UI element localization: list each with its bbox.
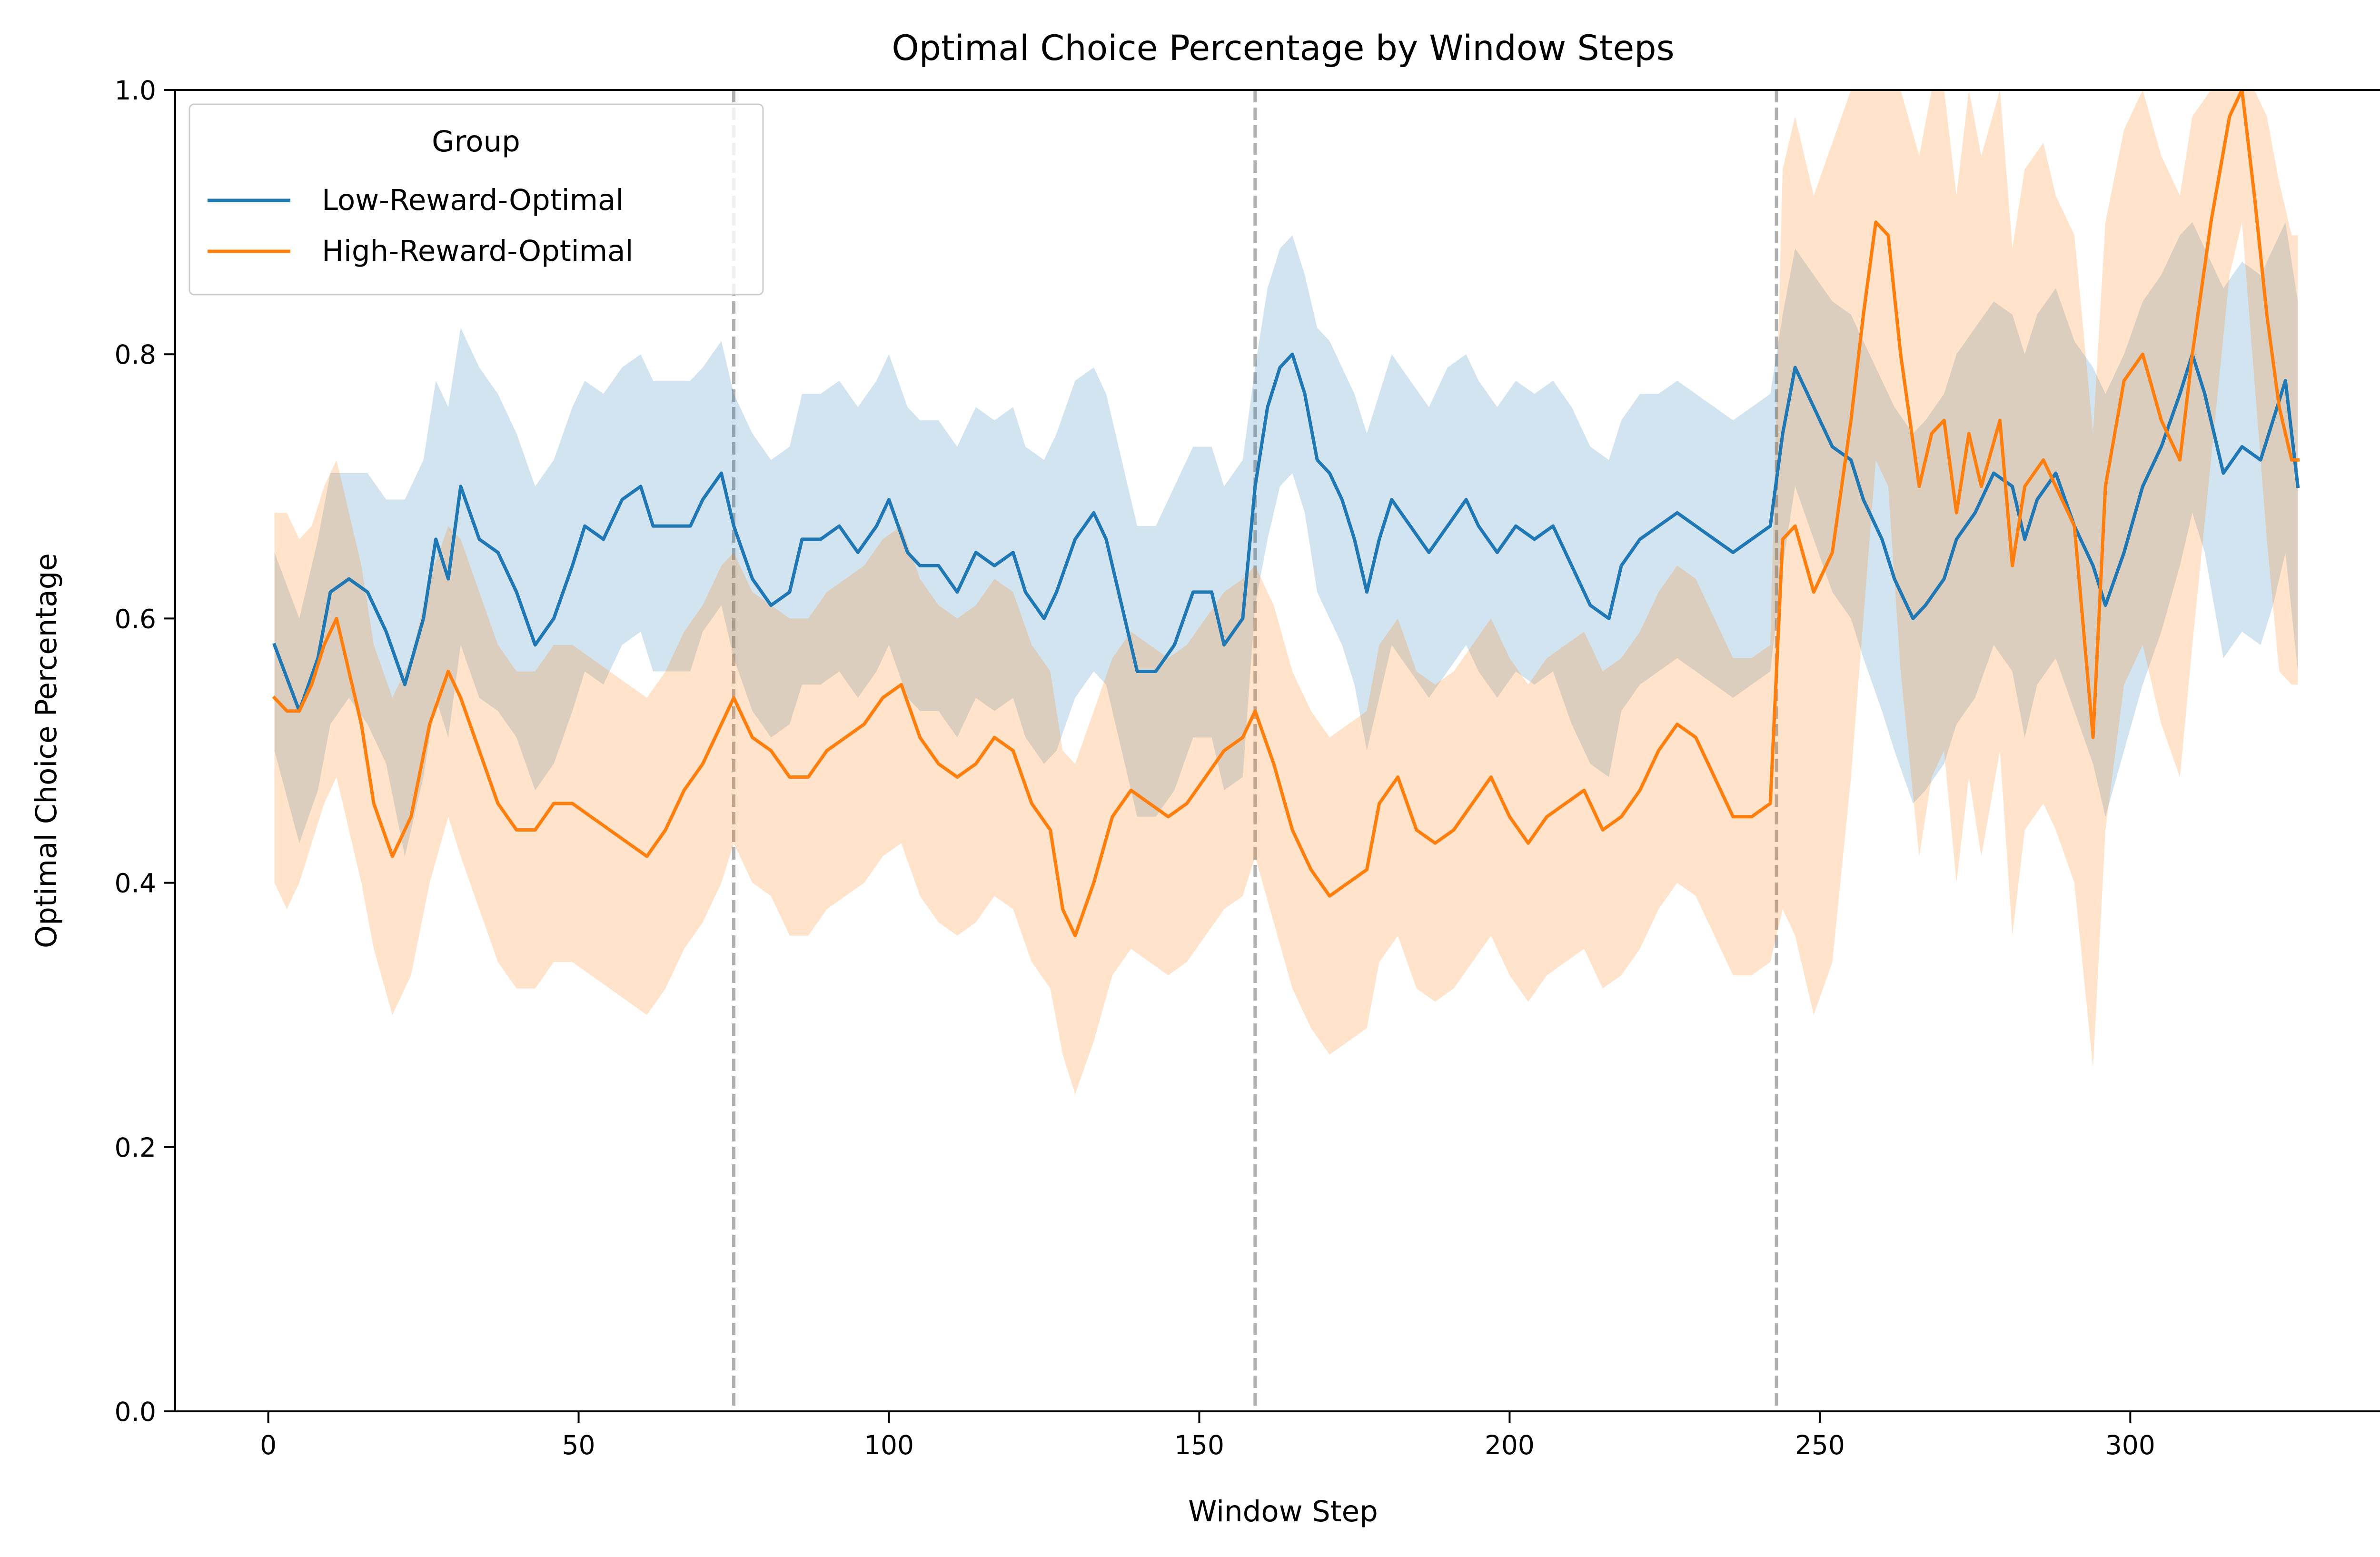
x-tick-label: 200 [1485,1430,1535,1460]
y-tick-label: 1.0 [115,75,156,106]
x-tick-label: 150 [1174,1430,1224,1460]
series-lines [272,90,2300,938]
legend-box [188,103,764,296]
x-axis-label: Window Step [1188,1495,1378,1528]
y-tick-label: 0.8 [115,339,156,370]
x-tick-label: 100 [864,1430,914,1460]
x-tick-label: 300 [2105,1430,2155,1460]
legend-label-high-reward: High-Reward-Optimal [322,234,633,268]
series-line-1 [272,90,2300,938]
x-tick-label: 50 [562,1430,595,1460]
vertical-reference-lines [732,90,1778,1411]
confidence-band-1 [274,90,2298,1094]
x-tick-label: 250 [1795,1430,1845,1460]
chart-title: Optimal Choice Percentage by Window Step… [892,28,1674,69]
x-tick-label: 0 [260,1430,277,1460]
plot-frame [174,89,2380,1412]
plot-background [175,90,2380,1411]
legend-title: Group [432,125,520,159]
y-axis: 0.0 0.2 0.4 0.6 0.8 1.0 [115,75,175,1427]
series-line-0 [272,352,2300,713]
legend-label-low-reward: Low-Reward-Optimal [322,183,624,217]
y-tick-label: 0.2 [115,1132,156,1163]
y-axis-label: Optimal Choice Percentage [30,553,63,948]
plot-area [174,89,2380,1412]
y-tick-label: 0.0 [115,1397,156,1427]
x-axis: 0 50 100 150 200 250 300 [260,1411,2155,1460]
legend: Group Low-Reward-Optimal High-Reward-Opt… [188,103,764,296]
y-tick-label: 0.6 [115,604,156,634]
y-tick-label: 0.4 [115,868,156,899]
